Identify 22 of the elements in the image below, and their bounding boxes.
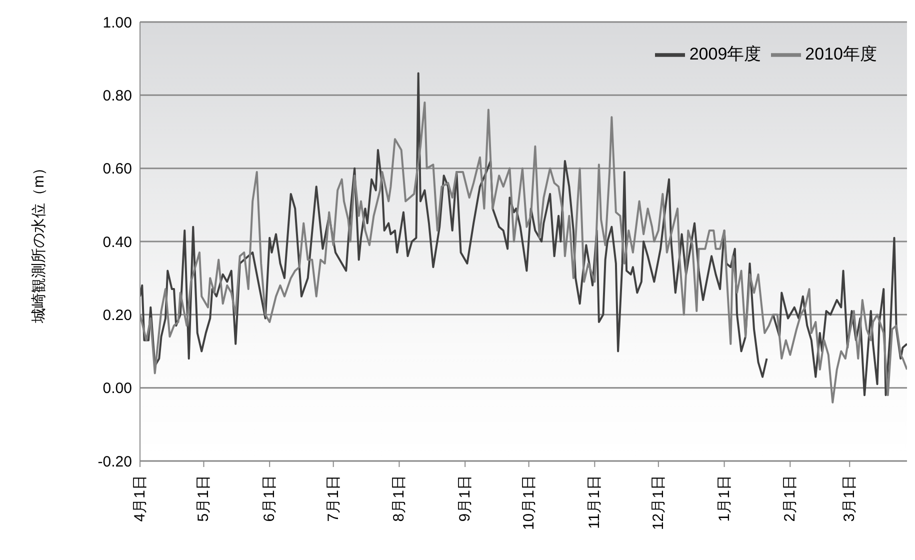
y-tick-label: 0.80	[102, 87, 132, 104]
x-tick-label: 1月1日	[716, 475, 733, 522]
x-tick-label: 12月1日	[650, 475, 667, 530]
y-tick-label: 0.40	[102, 234, 132, 251]
legend-label: 2009年度	[689, 44, 762, 64]
y-tick-label: 0.20	[102, 306, 132, 324]
x-tick-label: 8月1日	[390, 475, 408, 522]
legend-label: 2010年度	[805, 44, 877, 64]
x-tick-label: 7月1日	[324, 475, 342, 522]
y-tick-label: -0.20	[98, 453, 132, 470]
x-tick-label: 4月1日	[132, 475, 148, 522]
y-axis-title: 城崎観測所の水位（m）	[30, 160, 48, 324]
x-tick-label: 2月1日	[782, 475, 799, 522]
y-tick-label: 0.60	[102, 160, 132, 178]
x-tick-label: 11月1日	[586, 475, 604, 529]
y-tick-label: 0.00	[102, 380, 132, 398]
x-tick-label: 5月1日	[195, 475, 212, 522]
x-tick-label: 6月1日	[261, 475, 278, 522]
x-tick-label: 3月1日	[841, 475, 858, 522]
x-tick-label: 10月1日	[520, 475, 538, 530]
y-tick-label: 1.00	[102, 14, 132, 32]
x-tick-label: 9月1日	[456, 475, 474, 522]
